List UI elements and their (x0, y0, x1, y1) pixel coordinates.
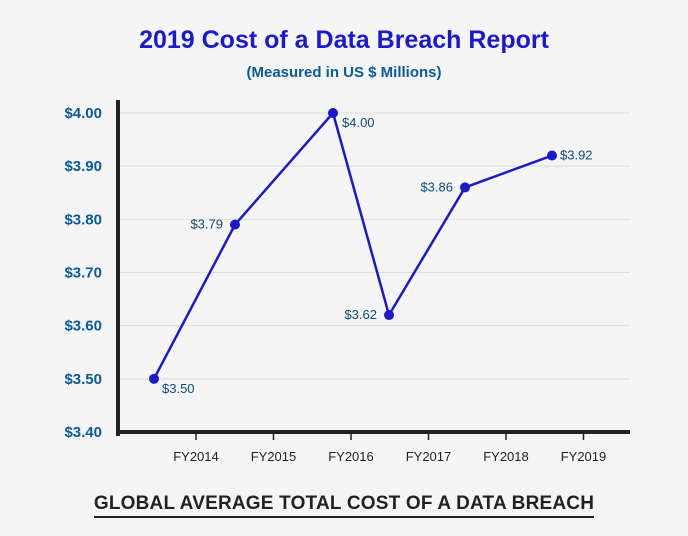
data-label: $3.86 (420, 179, 453, 194)
data-label: $3.92 (560, 148, 593, 163)
data-labels: $3.50 $3.79 $4.00 $3.62 $3.86 $3.92 (162, 115, 593, 396)
y-tick-label: $3.40 (64, 424, 102, 441)
x-tick-label: FY2018 (483, 449, 529, 464)
data-point (460, 182, 470, 193)
y-tick-label: $3.50 (64, 371, 102, 388)
gridlines (118, 112, 630, 380)
data-point (328, 108, 338, 118)
data-label: $3.79 (190, 217, 223, 232)
y-tick-label: $3.70 (64, 265, 102, 282)
data-label: $3.62 (344, 307, 377, 322)
y-tick-label: $3.60 (64, 318, 102, 335)
x-tick-label: FY2015 (251, 449, 297, 464)
chart-footer: GLOBAL AVERAGE TOTAL COST OF A DATA BREA… (0, 493, 688, 518)
series-line (152, 110, 553, 380)
y-tick-label: $4.00 (64, 105, 102, 122)
chart-title: 2019 Cost of a Data Breach Report (139, 26, 549, 54)
data-point (149, 373, 159, 384)
data-point (384, 310, 394, 321)
x-tick-label: FY2014 (173, 449, 219, 464)
x-axis-title: GLOBAL AVERAGE TOTAL COST OF A DATA BREA… (93, 493, 595, 518)
data-label: $3.50 (162, 381, 195, 396)
y-tick-label: $3.90 (64, 158, 102, 175)
x-tick-label: FY2016 (328, 449, 374, 464)
y-axis-ticks: $3.40 $3.50 $3.60 $3.70 $3.80 $3.90 $4.00 (64, 105, 102, 441)
x-axis-ticks: FY2014 FY2015 FY2016 FY2017 FY2018 FY2019 (173, 432, 606, 464)
data-point (230, 219, 240, 230)
y-tick-label: $3.80 (64, 211, 102, 228)
chart-subtitle: (Measured in US $ Millions) (246, 64, 442, 81)
data-point (547, 150, 557, 161)
series (149, 108, 557, 384)
x-tick-label: FY2019 (561, 449, 607, 464)
x-tick-label: FY2017 (406, 449, 452, 464)
data-label: $4.00 (342, 115, 375, 130)
